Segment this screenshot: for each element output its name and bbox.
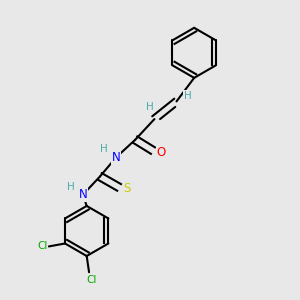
Text: H: H [146, 102, 154, 112]
Text: N: N [112, 151, 121, 164]
Text: H: H [67, 182, 74, 191]
Text: N: N [79, 188, 87, 201]
Text: Cl: Cl [86, 274, 97, 285]
Text: H: H [100, 144, 108, 154]
Text: O: O [157, 146, 166, 159]
Text: S: S [124, 182, 131, 195]
Text: Cl: Cl [37, 242, 47, 251]
Text: H: H [184, 91, 192, 101]
